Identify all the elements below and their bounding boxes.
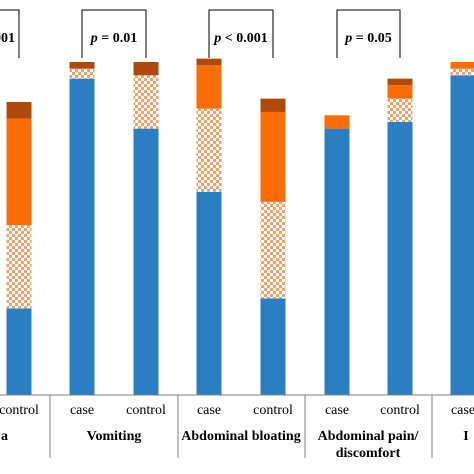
bar-segment-abdominal-control-s2 — [260, 201, 286, 299]
bar-segment-abdominal-control-s2 — [387, 98, 413, 122]
significance-bracket — [0, 9, 20, 58]
category-label: case — [197, 403, 221, 418]
bars-layer — [6, 58, 474, 396]
bar-segment-abdominal-case-s1 — [324, 128, 350, 395]
bar-segment-abdominal-case-s3 — [196, 65, 222, 109]
x-axis: control a case control Vomiting case control Ab… — [0, 394, 474, 461]
bar-segment-abdominal-control-s1 — [260, 298, 286, 395]
p-value-background — [211, 26, 271, 46]
category-label: case — [451, 403, 474, 418]
significance-bracket — [336, 9, 401, 58]
p-value-background — [84, 26, 144, 46]
group-label: Abdominal bloating — [181, 429, 300, 444]
bar-segment-abdominal-control-s3 — [387, 85, 413, 99]
bar-segment-vomiting-case-s2 — [69, 68, 95, 79]
bar-segment-vomiting-control-s2 — [133, 75, 159, 129]
significance-brackets: 001 p = 0.01 p < 0.001 p = 0.05 — [0, 9, 401, 58]
bar-segment-abdominal-control-s3 — [260, 111, 286, 202]
group-label: a — [1, 429, 8, 444]
significance-bracket — [81, 9, 147, 58]
bar-segment-a-control-s2 — [6, 225, 32, 309]
group-label: I — [463, 429, 468, 444]
category-label: control — [253, 403, 293, 418]
group-label: discomfort — [336, 446, 401, 461]
bar-segment-abdominal-case-s1 — [196, 191, 222, 395]
category-label: control — [126, 403, 166, 418]
bar-segment-abdominal-case-s4 — [196, 58, 222, 66]
bar-segment-vomiting-case-s1 — [69, 78, 95, 396]
category-label: control — [0, 403, 39, 418]
bar-segment-i-case-s1 — [450, 75, 474, 395]
bar-segment-abdominal-control-s4 — [260, 98, 286, 112]
bar-segment-abdominal-control-s4 — [387, 78, 413, 86]
group-label: Vomiting — [87, 429, 142, 444]
p-value-label: p = 0.05 — [344, 31, 391, 46]
p-value-label: p < 0.001 — [213, 31, 267, 46]
category-label: case — [325, 403, 349, 418]
bar-segment-a-control-s4 — [6, 101, 32, 119]
bar-segment-abdominal-case-s3 — [324, 115, 350, 129]
significance-bracket — [208, 9, 274, 58]
bar-segment-i-case-s3 — [450, 62, 474, 69]
p-value-label: 001 — [0, 31, 15, 46]
bar-segment-i-case-s2 — [450, 68, 474, 76]
category-label: control — [380, 403, 420, 418]
p-value-label: p = 0.01 — [90, 31, 137, 46]
bar-segment-abdominal-case-s2 — [196, 108, 222, 192]
p-value-background — [338, 26, 399, 46]
category-label: case — [70, 403, 94, 418]
p-value-background — [0, 26, 17, 46]
bar-segment-vomiting-case-s4 — [69, 62, 95, 69]
group-label: Abdominal pain/ — [318, 429, 420, 444]
bar-segment-a-control-s1 — [6, 308, 32, 395]
bar-segment-vomiting-control-s1 — [133, 128, 159, 395]
bar-segment-a-control-s3 — [6, 118, 32, 226]
bar-segment-vomiting-control-s4 — [133, 62, 159, 76]
bar-segment-abdominal-control-s1 — [387, 121, 413, 395]
